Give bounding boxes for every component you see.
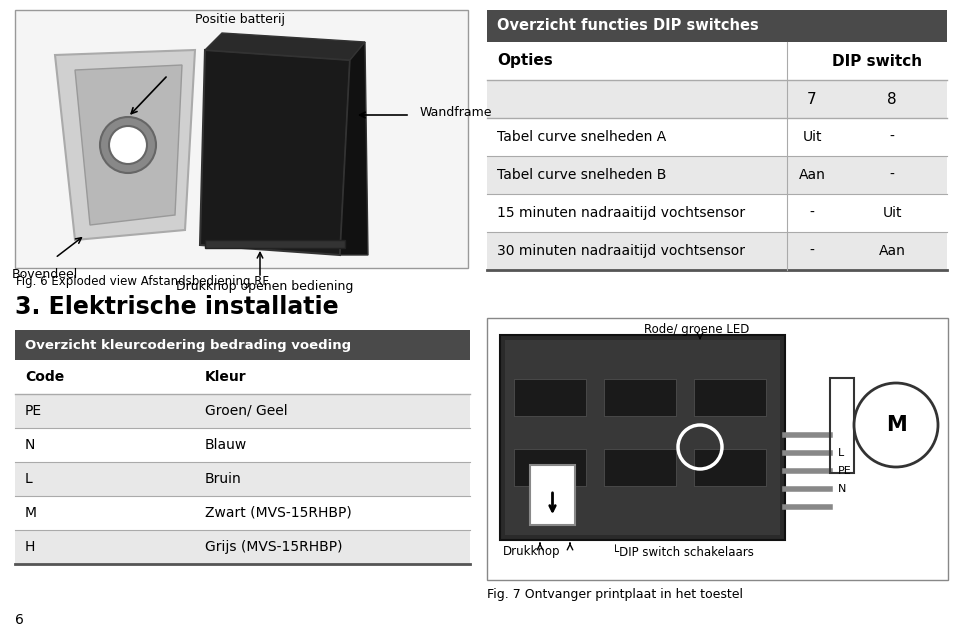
Text: L: L (25, 472, 33, 486)
FancyBboxPatch shape (15, 360, 470, 394)
Text: -: - (890, 130, 895, 144)
Text: Tabel curve snelheden A: Tabel curve snelheden A (497, 130, 666, 144)
Text: └DIP switch schakelaars: └DIP switch schakelaars (612, 545, 754, 559)
FancyBboxPatch shape (15, 10, 468, 268)
Text: H: H (25, 540, 36, 554)
Text: Aan: Aan (799, 168, 826, 182)
Text: PE: PE (838, 466, 852, 476)
Text: Zwart (MVS-15RHBP): Zwart (MVS-15RHBP) (205, 506, 351, 520)
Text: Aan: Aan (878, 244, 905, 258)
Circle shape (100, 117, 156, 173)
Text: Kleur: Kleur (205, 370, 247, 384)
FancyBboxPatch shape (487, 194, 947, 232)
Text: Bovendeel: Bovendeel (12, 268, 78, 281)
Text: Blauw: Blauw (205, 438, 248, 452)
Text: Positie batterij: Positie batterij (195, 13, 285, 27)
FancyBboxPatch shape (505, 340, 780, 535)
FancyBboxPatch shape (694, 449, 766, 486)
Text: -: - (890, 168, 895, 182)
FancyBboxPatch shape (15, 428, 470, 462)
Text: Fig. 7 Ontvanger printplaat in het toestel: Fig. 7 Ontvanger printplaat in het toest… (487, 588, 743, 601)
Circle shape (109, 126, 147, 164)
Text: Fig. 6 Exploded view Afstandsbediening RF: Fig. 6 Exploded view Afstandsbediening R… (16, 275, 269, 288)
FancyBboxPatch shape (500, 335, 785, 540)
Text: Code: Code (25, 370, 64, 384)
FancyBboxPatch shape (15, 462, 470, 496)
Text: Uit: Uit (803, 130, 822, 144)
FancyBboxPatch shape (694, 379, 766, 416)
Text: N: N (25, 438, 36, 452)
FancyBboxPatch shape (514, 449, 586, 486)
FancyBboxPatch shape (487, 232, 947, 270)
Polygon shape (340, 42, 368, 255)
FancyBboxPatch shape (15, 496, 470, 530)
FancyBboxPatch shape (487, 42, 947, 80)
Text: 30 minuten nadraaitijd vochtsensor: 30 minuten nadraaitijd vochtsensor (497, 244, 745, 258)
Text: Grijs (MVS-15RHBP): Grijs (MVS-15RHBP) (205, 540, 343, 554)
Text: 6: 6 (15, 613, 24, 627)
FancyBboxPatch shape (487, 10, 947, 42)
Circle shape (854, 383, 938, 467)
FancyBboxPatch shape (514, 379, 586, 416)
Text: Wandframe: Wandframe (420, 105, 492, 119)
Text: DIP switch: DIP switch (832, 53, 922, 68)
Polygon shape (200, 50, 350, 255)
Text: Groen/ Geel: Groen/ Geel (205, 404, 288, 418)
Text: L: L (838, 448, 844, 458)
Text: Overzicht kleurcodering bedrading voeding: Overzicht kleurcodering bedrading voedin… (25, 339, 351, 351)
Text: Uit: Uit (882, 206, 901, 220)
Text: Rode/ groene LED: Rode/ groene LED (644, 323, 750, 337)
Text: M: M (25, 506, 37, 520)
FancyBboxPatch shape (15, 330, 470, 360)
FancyBboxPatch shape (487, 318, 948, 580)
Polygon shape (75, 65, 182, 225)
FancyBboxPatch shape (604, 449, 676, 486)
Text: Tabel curve snelheden B: Tabel curve snelheden B (497, 168, 666, 182)
Text: 7: 7 (807, 91, 817, 107)
Text: 8: 8 (887, 91, 897, 107)
FancyBboxPatch shape (530, 465, 575, 525)
FancyBboxPatch shape (487, 118, 947, 156)
FancyBboxPatch shape (604, 379, 676, 416)
Text: Opties: Opties (497, 53, 553, 68)
Polygon shape (55, 50, 195, 240)
Text: -: - (809, 244, 814, 258)
Text: Bruin: Bruin (205, 472, 242, 486)
FancyBboxPatch shape (487, 80, 947, 118)
Text: Overzicht functies DIP switches: Overzicht functies DIP switches (497, 18, 758, 34)
Text: PE: PE (25, 404, 42, 418)
Polygon shape (205, 33, 365, 60)
Text: M: M (886, 415, 906, 435)
FancyBboxPatch shape (487, 156, 947, 194)
FancyBboxPatch shape (205, 240, 345, 248)
Text: Drukknop: Drukknop (503, 545, 561, 559)
FancyBboxPatch shape (15, 394, 470, 428)
Text: 15 minuten nadraaitijd vochtsensor: 15 minuten nadraaitijd vochtsensor (497, 206, 745, 220)
Text: -: - (809, 206, 814, 220)
Text: N: N (838, 484, 847, 494)
Text: Drukknop openen bediening: Drukknop openen bediening (177, 280, 353, 293)
Text: 3. Elektrische installatie: 3. Elektrische installatie (15, 295, 339, 319)
FancyBboxPatch shape (15, 530, 470, 564)
